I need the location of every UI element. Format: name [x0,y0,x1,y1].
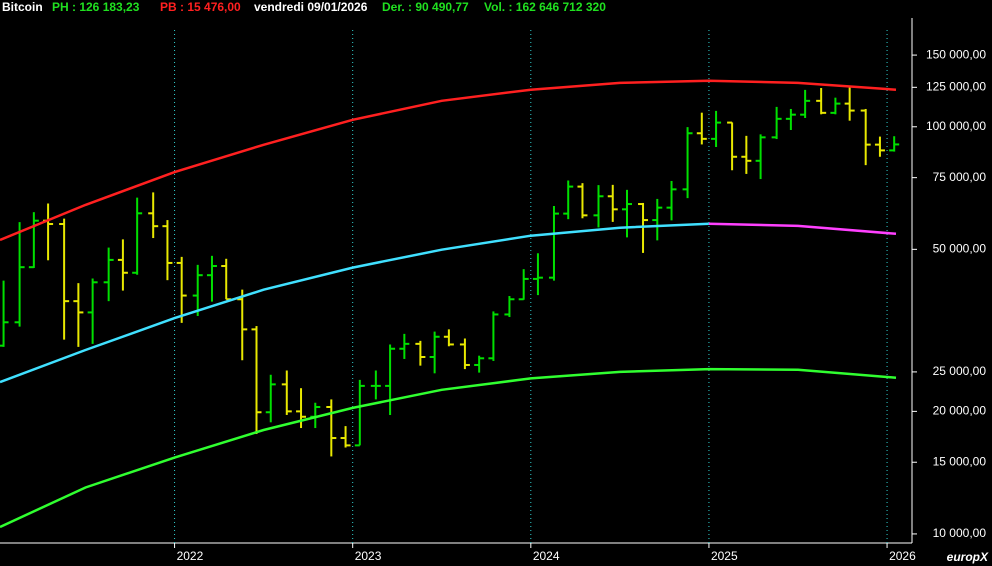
y-tick-label: 150 000,00 [926,47,986,61]
header: Bitcoin PH : 126 183,23 PB : 15 476,00 v… [2,0,606,14]
date: vendredi 09/01/2026 [254,0,368,14]
channel-curve [0,79,897,242]
y-tick-label: 15 000,00 [933,454,987,468]
y-tick-label: 10 000,00 [933,526,987,540]
logo: europX [947,550,989,564]
period-low: PB : 15 476,00 [160,0,241,14]
x-tick-label: 2026 [889,549,916,563]
x-tick-label: 2025 [711,549,738,563]
period-high: PH : 126 183,23 [52,0,140,14]
y-tick-label: 100 000,00 [926,119,986,133]
y-tick-label: 75 000,00 [933,170,987,184]
y-tick-label: 25 000,00 [933,364,987,378]
channel-curve [708,222,897,236]
volume: Vol. : 162 646 712 320 [484,0,606,14]
x-tick-label: 2022 [177,549,204,563]
last-price: Der. : 90 490,77 [382,0,469,14]
x-tick-label: 2023 [355,549,382,563]
ticker: Bitcoin [2,0,43,14]
y-tick-label: 50 000,00 [933,242,987,256]
y-tick-label: 125 000,00 [926,79,986,93]
channel-curve [0,367,897,529]
y-tick-label: 20 000,00 [933,404,987,418]
channel-curve [0,222,709,384]
x-tick-label: 2024 [533,549,560,563]
